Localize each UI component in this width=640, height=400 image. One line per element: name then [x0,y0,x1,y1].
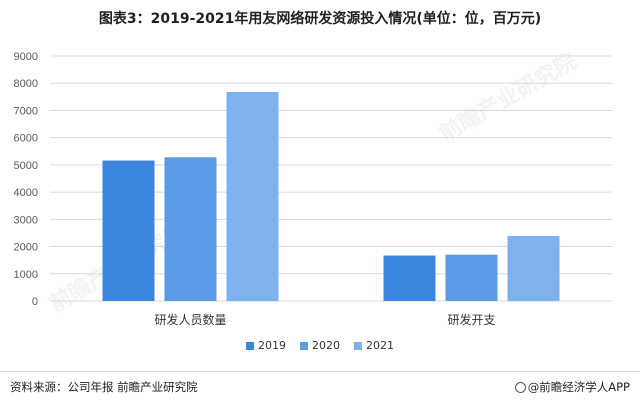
y-tick-label: 5000 [14,160,38,172]
y-tick-label: 0 [32,296,38,308]
bar-2019-0 [102,160,155,301]
y-tick-label: 7000 [14,105,38,117]
bar-2020-1 [445,254,498,301]
legend: 2019 2020 2021 [0,339,640,352]
y-tick-label: 4000 [14,187,38,199]
legend-item-2021: 2021 [354,339,394,352]
legend-label-2019: 2019 [258,339,286,352]
legend-swatch-2021 [354,341,362,350]
y-tick-label: 9000 [14,51,38,63]
y-tick-label: 2000 [14,242,38,254]
legend-swatch-2019 [246,341,254,350]
chart-title: 图表3：2019-2021年用友网络研发资源投入情况(单位：位，百万元) [98,11,542,27]
y-tick-label: 1000 [14,269,38,281]
logo-icon [514,382,526,393]
bar-2021-1 [507,235,560,301]
legend-item-2019: 2019 [246,339,286,352]
y-tick-label: 6000 [14,133,38,145]
bar-2019-1 [383,255,436,301]
bar-2021-0 [226,91,279,301]
x-category-label: 研发人员数量 [154,312,226,327]
legend-item-2020: 2020 [300,339,340,352]
footer: 资料来源：公司年报 前瞻产业研究院 @前瞻经济学人APP [0,371,640,400]
source-note: 资料来源：公司年报 前瞻产业研究院 [10,380,198,394]
credit-text: @前瞻经济学人APP [527,380,630,394]
credit-line: @前瞻经济学人APP [514,379,630,395]
y-tick-label: 3000 [14,214,38,226]
y-tick-label: 8000 [14,78,38,90]
bar-2020-0 [164,157,217,301]
legend-label-2021: 2021 [366,339,394,352]
legend-label-2020: 2020 [312,339,340,352]
legend-swatch-2020 [300,341,308,350]
x-category-label: 研发开支 [447,312,495,327]
